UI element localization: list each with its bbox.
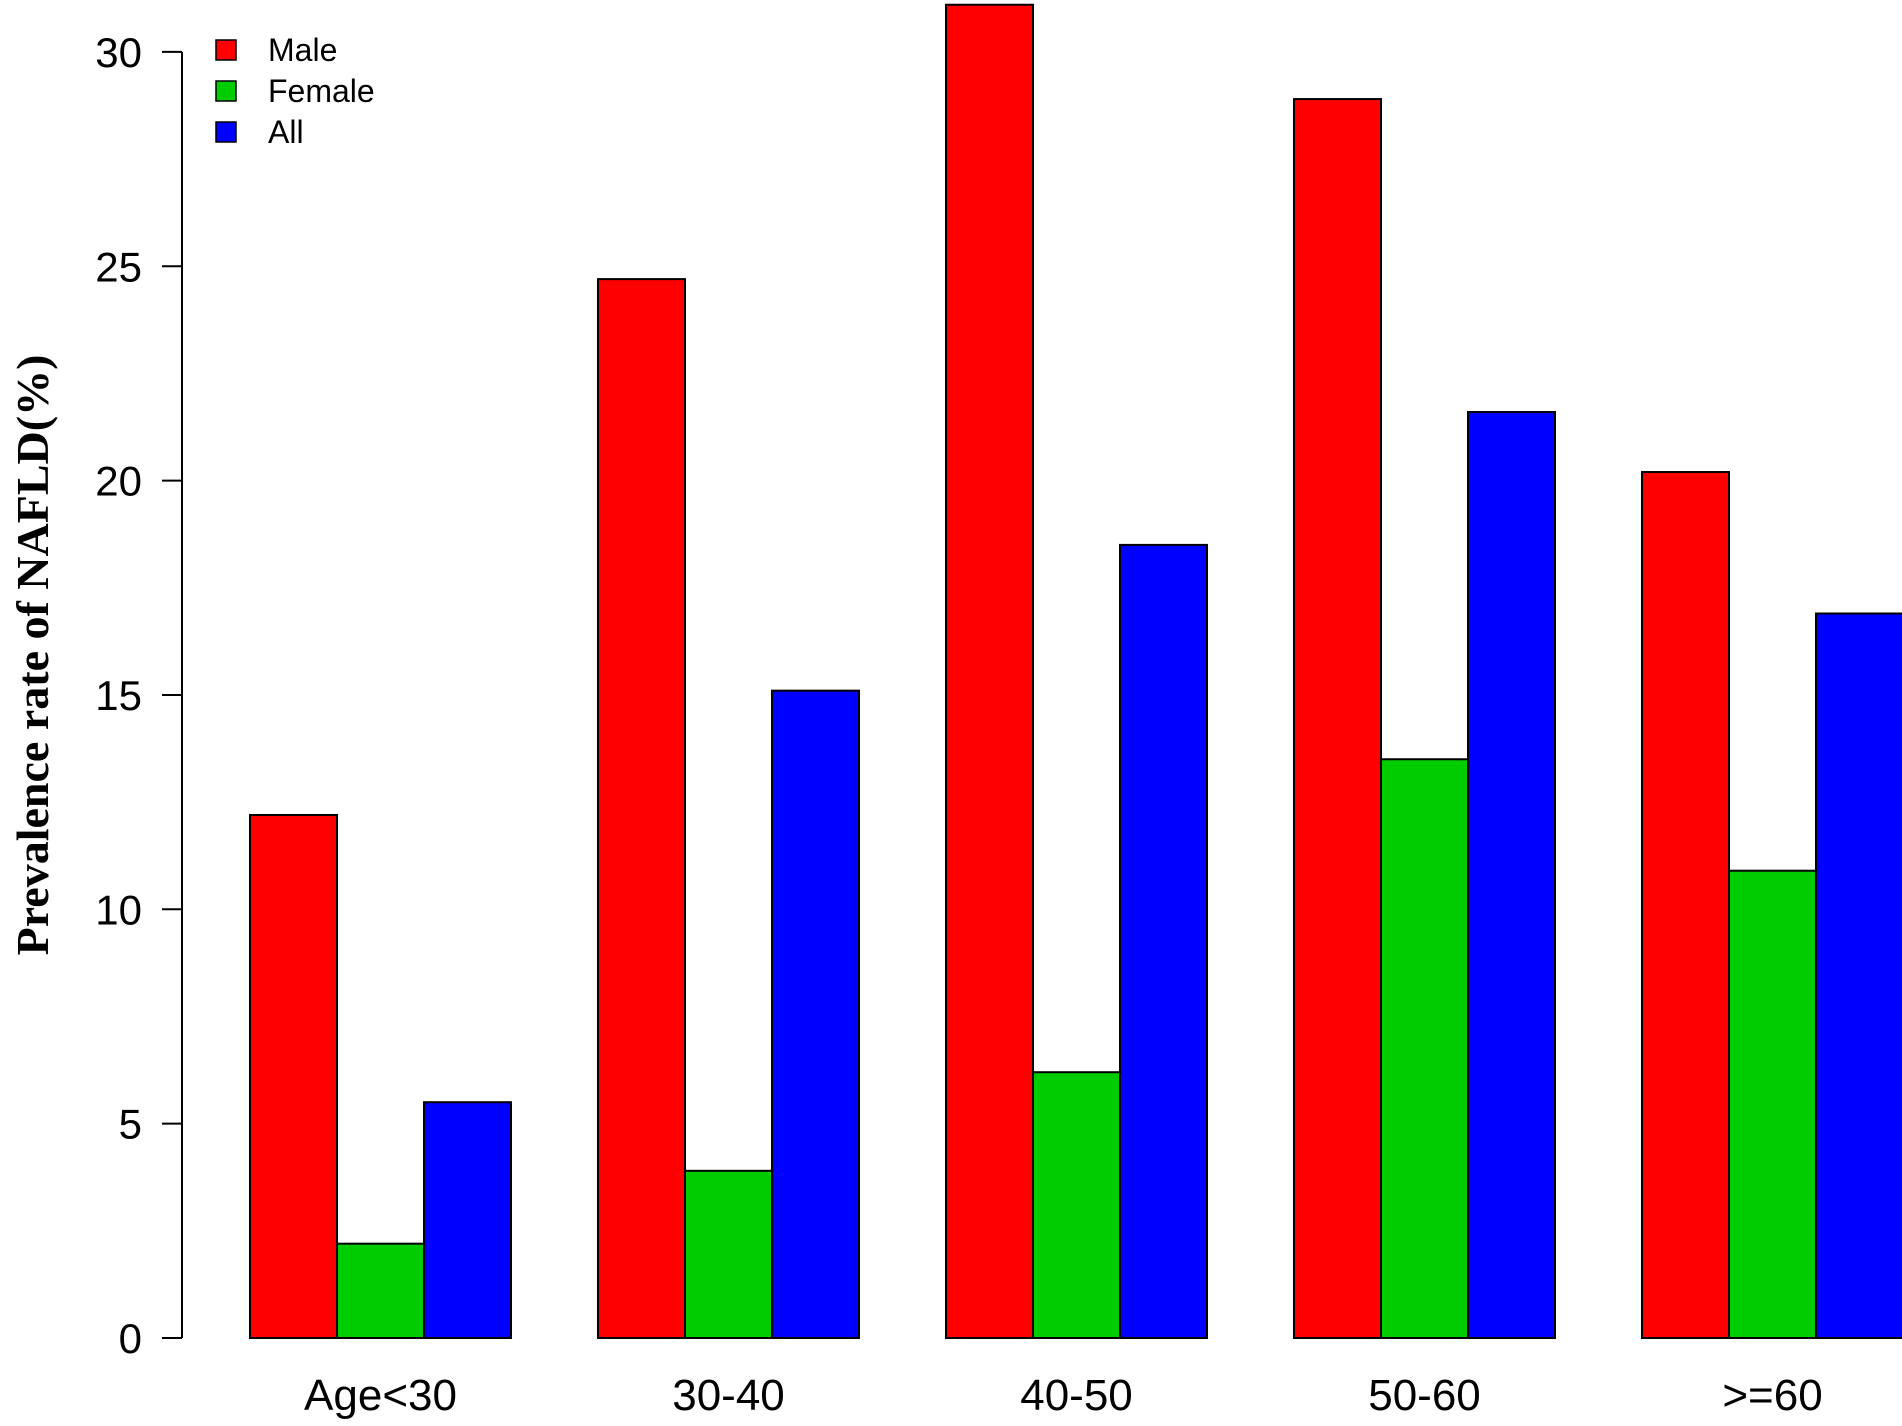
y-tick-label: 15: [95, 672, 142, 719]
x-category-label: Age<30: [304, 1371, 457, 1420]
y-tick-label: 5: [119, 1101, 142, 1148]
y-tick-label: 0: [119, 1315, 142, 1362]
legend-label-female: Female: [268, 73, 375, 109]
y-tick-label: 20: [95, 458, 142, 505]
legend-swatch-all: [215, 121, 237, 143]
legend-label-all: All: [268, 114, 304, 150]
x-category-label: 50-60: [1368, 1371, 1481, 1420]
x-category-label: 30-40: [672, 1371, 785, 1420]
bar-male-0: [249, 813, 338, 1339]
bar-all-1: [771, 689, 860, 1339]
bar-female-0: [336, 1242, 425, 1340]
bar-female-3: [1380, 758, 1469, 1339]
bar-female-4: [1728, 869, 1817, 1339]
bar-male-4: [1641, 471, 1730, 1339]
y-tick-label: 25: [95, 243, 142, 290]
bar-all-4: [1815, 612, 1902, 1339]
bar-female-2: [1032, 1071, 1121, 1340]
bar-female-1: [684, 1169, 773, 1339]
bars-group: [249, 3, 1902, 1340]
bar-male-1: [597, 278, 686, 1340]
bar-male-3: [1293, 98, 1382, 1339]
bar-male-2: [945, 3, 1034, 1339]
bar-all-3: [1467, 411, 1556, 1339]
x-category-label: >=60: [1722, 1371, 1822, 1420]
bar-all-0: [423, 1101, 512, 1339]
y-tick-label: 10: [95, 886, 142, 933]
x-category-label: 40-50: [1020, 1371, 1133, 1420]
legend: Male Female All: [215, 32, 375, 150]
y-axis-label: Prevalence rate of NAFLD(%): [7, 355, 58, 956]
x-axis-labels: Age<30 30-40 40-50 50-60 >=60: [304, 1371, 1823, 1420]
y-axis: 0 5 10 15 20 25 30: [95, 29, 183, 1362]
legend-label-male: Male: [268, 32, 337, 68]
legend-swatch-female: [215, 80, 237, 102]
bar-all-2: [1119, 543, 1208, 1339]
legend-swatch-male: [215, 39, 237, 61]
y-tick-label: 30: [95, 29, 142, 76]
